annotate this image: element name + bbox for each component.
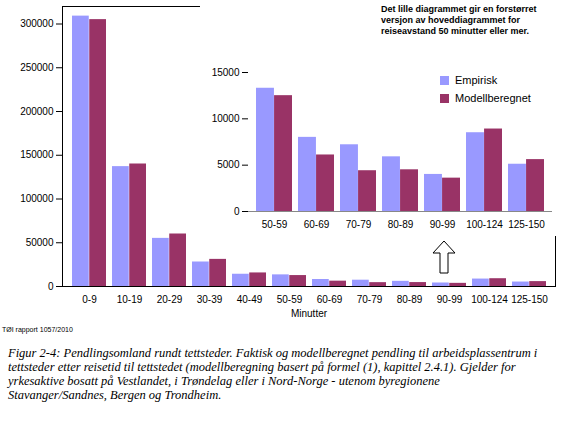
svg-text:90-99: 90-99: [430, 219, 456, 230]
html-text:Det lille diagrammet gir en fo: Det lille diagrammet gir en forstørret v…: [381, 4, 537, 36]
svg-text:60-69: 60-69: [304, 219, 330, 230]
svg-text:100-124: 100-124: [471, 294, 508, 305]
svg-text:125-150: 125-150: [511, 294, 548, 305]
svg-text:50000: 50000: [26, 237, 54, 248]
svg-text:70-79: 70-79: [346, 219, 372, 230]
svg-text:250000: 250000: [20, 62, 54, 73]
svg-text:30-39: 30-39: [197, 294, 223, 305]
svg-text:100000: 100000: [20, 193, 54, 204]
html-text:Figur 2-4: Pendlingsomland run: Figur 2-4: Pendlingsomland rundt tettste…: [8, 346, 538, 402]
svg-text:80-89: 80-89: [397, 294, 423, 305]
svg-text:5000: 5000: [217, 159, 240, 170]
svg-text:200000: 200000: [20, 106, 54, 117]
svg-text:60-69: 60-69: [317, 294, 343, 305]
svg-text:150000: 150000: [20, 149, 54, 160]
svg-text:50-59: 50-59: [262, 219, 288, 230]
svg-text:10-19: 10-19: [117, 294, 143, 305]
svg-text:125-150: 125-150: [508, 219, 545, 230]
svg-text:70-79: 70-79: [357, 294, 383, 305]
svg-text:0-9: 0-9: [82, 294, 97, 305]
svg-text:20-29: 20-29: [157, 294, 183, 305]
svg-text:40-49: 40-49: [237, 294, 263, 305]
svg-text:0: 0: [234, 206, 240, 217]
svg-text:80-89: 80-89: [388, 219, 414, 230]
svg-text:15000: 15000: [212, 67, 240, 78]
html-text:TØI rapport 1057/2010: TØI rapport 1057/2010: [2, 326, 73, 333]
svg-text:Minutter: Minutter: [291, 308, 328, 319]
html-text:Empirisk: Empirisk: [455, 74, 498, 86]
svg-text:90-99: 90-99: [437, 294, 463, 305]
svg-text:0: 0: [48, 281, 54, 292]
svg-text:10000: 10000: [212, 113, 240, 124]
svg-text:50-59: 50-59: [277, 294, 303, 305]
svg-text:300000: 300000: [20, 18, 54, 29]
html-text:Modellberegnet: Modellberegnet: [455, 92, 531, 104]
svg-text:100-124: 100-124: [466, 219, 503, 230]
